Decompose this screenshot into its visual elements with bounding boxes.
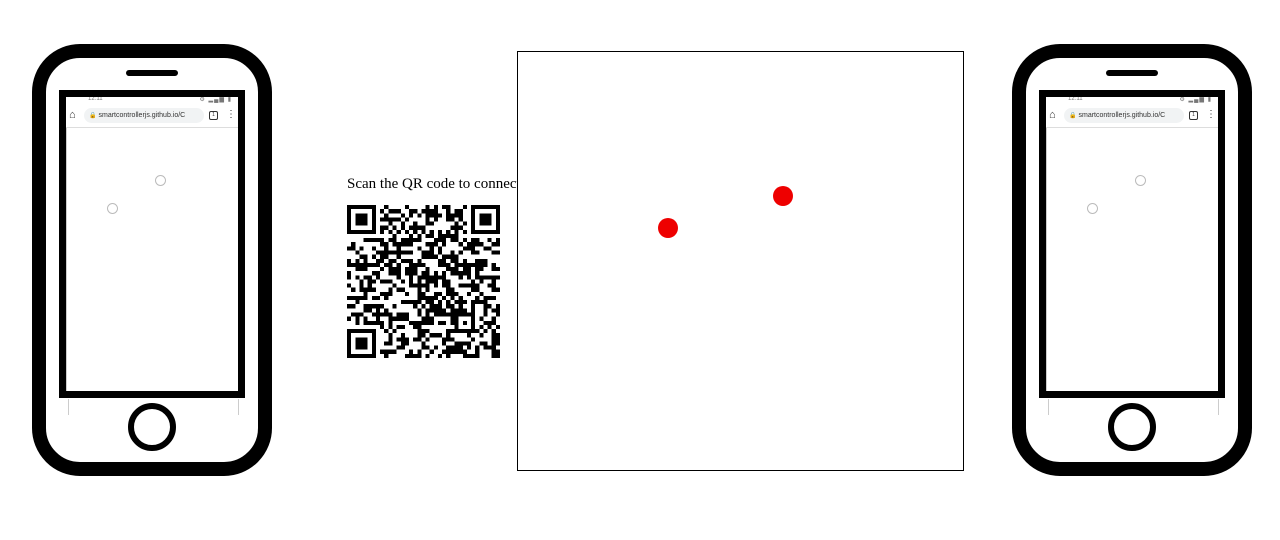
phone-home-button [1108, 403, 1156, 451]
touch-point [1087, 203, 1098, 214]
tabs-icon[interactable]: 1 [209, 111, 218, 120]
tabs-icon[interactable]: 1 [1189, 111, 1198, 120]
phone-speaker [126, 70, 178, 76]
touch-point [1135, 175, 1146, 186]
screen-edge-line [1218, 399, 1219, 415]
phone-home-button [128, 403, 176, 451]
lock-icon: 🔒 [1069, 113, 1077, 119]
address-bar[interactable]: 🔒 smartcontrollerjs.github.io/C [1064, 108, 1184, 123]
touch-point [155, 175, 166, 186]
qr-caption: Scan the QR code to connect! [347, 176, 526, 192]
url-text: smartcontrollerjs.github.io/C [98, 112, 186, 119]
screen-edge-line [1048, 399, 1049, 415]
status-icons: ⚙ ▂▄▆ ▮ [1179, 97, 1212, 103]
kebab-menu-icon[interactable]: ⋮ [226, 109, 236, 120]
phone-right: 12:11 ⚙ ▂▄▆ ▮ ⌂ 🔒 smartcontrollerjs.githu… [1012, 44, 1252, 476]
status-bar: 12:11 ⚙ ▂▄▆ ▮ [1046, 97, 1218, 105]
controller-touch-area[interactable] [66, 128, 238, 391]
player-ball [658, 218, 678, 238]
kebab-menu-icon[interactable]: ⋮ [1206, 109, 1216, 120]
status-icons: ⚙ ▂▄▆ ▮ [199, 97, 232, 103]
lock-icon: 🔒 [89, 113, 97, 119]
controller-touch-area[interactable] [1046, 128, 1218, 391]
phone-screen: 12:11 ⚙ ▂▄▆ ▮ ⌂ 🔒 smartcontrollerjs.githu… [1039, 90, 1225, 398]
game-canvas [517, 51, 964, 471]
phone-speaker [1106, 70, 1158, 76]
player-ball [773, 186, 793, 206]
phone-screen: 12:11 ⚙ ▂▄▆ ▮ ⌂ 🔒 smartcontrollerjs.githu… [59, 90, 245, 398]
browser-toolbar: ⌂ 🔒 smartcontrollerjs.github.io/C 1 ⋮ [66, 105, 238, 128]
home-icon[interactable]: ⌂ [1049, 109, 1056, 121]
status-time: 12:11 [88, 96, 103, 102]
status-time: 12:11 [1068, 96, 1083, 102]
browser-toolbar: ⌂ 🔒 smartcontrollerjs.github.io/C 1 ⋮ [1046, 105, 1218, 128]
qr-code-icon [347, 205, 500, 358]
touch-point [107, 203, 118, 214]
screen-edge-line [238, 399, 239, 415]
qr-section: Scan the QR code to connect! [347, 175, 526, 358]
screen-edge-line [68, 399, 69, 415]
url-text: smartcontrollerjs.github.io/C [1078, 112, 1166, 119]
address-bar[interactable]: 🔒 smartcontrollerjs.github.io/C [84, 108, 204, 123]
status-bar: 12:11 ⚙ ▂▄▆ ▮ [66, 97, 238, 105]
home-icon[interactable]: ⌂ [69, 109, 76, 121]
phone-left: 12:11 ⚙ ▂▄▆ ▮ ⌂ 🔒 smartcontrollerjs.githu… [32, 44, 272, 476]
